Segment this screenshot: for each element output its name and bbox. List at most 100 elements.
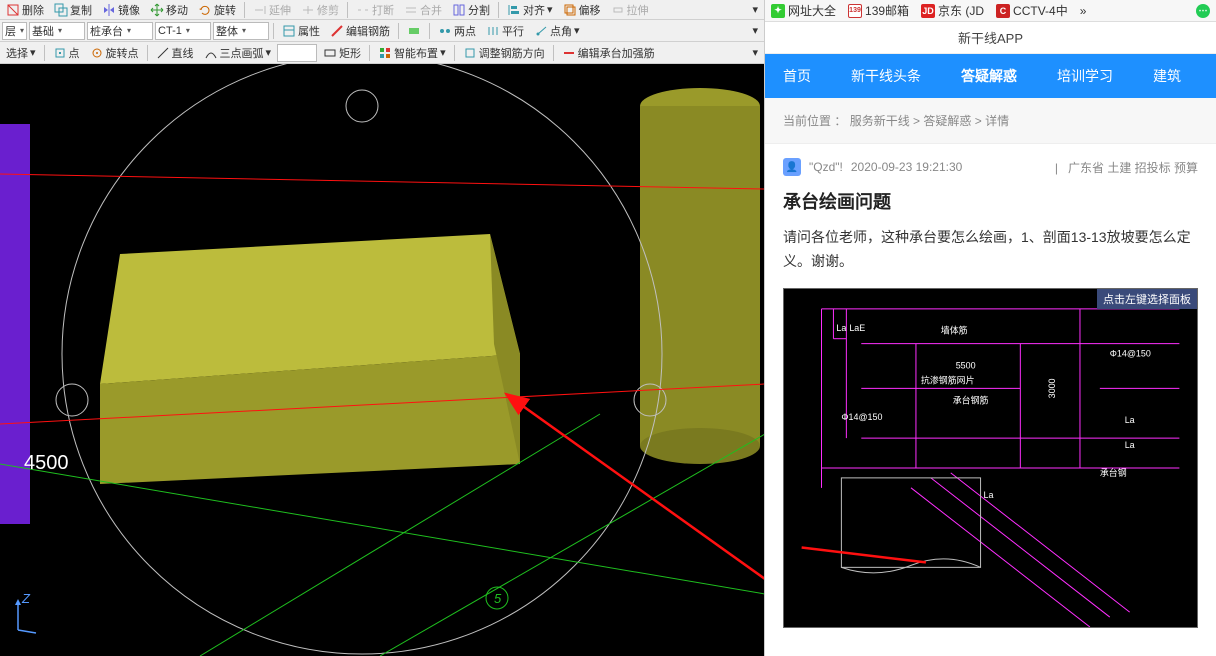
post-content: 👤 "Qzd"! 2020-09-23 19:21:30 | 广东省 土建 招投… <box>765 144 1216 642</box>
property-button[interactable]: 属性 <box>278 21 324 41</box>
point-angle-button[interactable]: 点角▾ <box>530 21 584 41</box>
whole-label: 整体 <box>216 23 238 39</box>
unknown-toggle-button[interactable] <box>403 22 425 40</box>
separator <box>454 45 455 61</box>
point-button[interactable]: 点 <box>49 43 84 63</box>
stretch-button[interactable]: 拉伸 <box>607 0 653 20</box>
draw-input[interactable] <box>277 44 317 62</box>
adjust-rebar-dir-button[interactable]: 调整钢筋方向 <box>459 43 549 63</box>
separator <box>369 45 370 61</box>
line-button[interactable]: 直线 <box>152 43 198 63</box>
bookmark-cctv[interactable]: CCCTV-4中 <box>996 2 1068 19</box>
ct1-label: CT-1 <box>158 25 182 37</box>
mirror-button[interactable]: 镜像 <box>98 0 144 20</box>
toggle-icon <box>407 24 421 38</box>
dropdown-arrow-icon: ▾ <box>266 46 272 59</box>
bookmark-mail-label: 139邮箱 <box>865 2 909 19</box>
two-point-button[interactable]: 两点 <box>434 21 480 41</box>
merge-icon <box>404 3 418 17</box>
smart-layout-button[interactable]: 智能布置▾ <box>374 43 450 63</box>
dim-3000: 3000 <box>1047 378 1057 398</box>
layer-dropdown[interactable]: 层▾ <box>2 22 27 40</box>
offset-button[interactable]: 偏移 <box>559 0 605 20</box>
viewport-3d[interactable]: 5 4500 Z <box>0 64 764 656</box>
phi-150b: Φ14@150 <box>1110 348 1151 358</box>
browser-pane: ✦网址大全 139139邮箱 JD京东 (JD CCCTV-4中 » ⋯ 新干线… <box>765 0 1216 656</box>
jd-icon: JD <box>921 4 935 18</box>
rect-label: 矩形 <box>339 45 361 61</box>
dropdown-arrow-icon: ▾ <box>58 26 62 35</box>
delete-label: 删除 <box>22 2 44 18</box>
post-time: 2020-09-23 19:21:30 <box>851 160 962 174</box>
property-icon <box>282 24 296 38</box>
breadcrumb-p3: 详情 <box>985 114 1009 128</box>
rotate-point-button[interactable]: 旋转点 <box>86 43 143 63</box>
delete-button[interactable]: 删除 <box>2 0 48 20</box>
copy-button[interactable]: 复制 <box>50 0 96 20</box>
breadcrumb-p2[interactable]: 答疑解惑 <box>923 114 971 128</box>
rotate-button[interactable]: 旋转 <box>194 0 240 20</box>
phi-150: Φ14@150 <box>841 412 882 422</box>
point-icon <box>53 46 67 60</box>
post-meta: 👤 "Qzd"! 2020-09-23 19:21:30 | 广东省 土建 招投… <box>783 158 1198 176</box>
property-label: 属性 <box>298 23 320 39</box>
handle-left <box>56 384 88 416</box>
extend-button[interactable]: 延伸 <box>249 0 295 20</box>
toolbar-overflow-button[interactable]: ▾ <box>748 22 762 39</box>
lae-1: LaE <box>849 322 865 332</box>
bookmark-navall-label: 网址大全 <box>788 2 836 19</box>
bookmark-jd[interactable]: JD京东 (JD <box>921 2 984 19</box>
chevron-down-icon: ▾ <box>752 24 758 37</box>
two-point-icon <box>438 24 452 38</box>
trim-label: 修剪 <box>317 2 339 18</box>
pilecap-dropdown[interactable]: 桩承台▾ <box>87 22 153 40</box>
bookmark-more[interactable]: » <box>1080 4 1087 18</box>
dropdown-arrow-icon: ▾ <box>186 26 190 35</box>
edit-cap-rebar-button[interactable]: 编辑承台加强筋 <box>558 43 659 63</box>
whole-dropdown[interactable]: 整体▾ <box>213 22 269 40</box>
break-label: 打断 <box>372 2 394 18</box>
edit-rebar-button[interactable]: 编辑钢筋 <box>326 21 394 41</box>
bookmark-139mail[interactable]: 139139邮箱 <box>848 2 909 19</box>
nav-training[interactable]: 培训学习 <box>1057 66 1113 86</box>
select-button[interactable]: 选择▾ <box>2 43 40 63</box>
rotate-point-label: 旋转点 <box>106 45 139 61</box>
wall-label: 墙体筋 <box>941 324 968 335</box>
separator <box>44 45 45 61</box>
cad-attachment[interactable]: 点击左键选择面板 <box>783 288 1198 628</box>
toolbar-overflow-button[interactable]: ▾ <box>748 1 762 18</box>
breadcrumb-p1[interactable]: 服务新干线 <box>850 114 910 128</box>
site-nav: 首页 新干线头条 答疑解惑 培训学习 建筑 <box>765 54 1216 98</box>
two-point-label: 两点 <box>454 23 476 39</box>
axis-z: Z <box>10 595 40 638</box>
nav-home[interactable]: 首页 <box>783 66 811 86</box>
bookmark-navall[interactable]: ✦网址大全 <box>771 2 836 19</box>
arc3-button[interactable]: 三点画弧▾ <box>200 43 276 63</box>
nav-headlines[interactable]: 新干线头条 <box>851 66 921 86</box>
separator <box>147 45 148 61</box>
stretch-icon <box>611 3 625 17</box>
cad-app-pane: 删除 复制 镜像 移动 旋转 延伸 修剪 打断 合并 分割 对齐▾ 偏移 拉伸 … <box>0 0 765 656</box>
edit-cap-rebar-label: 编辑承台加强筋 <box>578 45 655 61</box>
nav-icon: ✦ <box>771 4 785 18</box>
toolbar-selection: 层▾ 基础▾ 桩承台▾ CT-1▾ 整体▾ 属性 编辑钢筋 两点 平行 点角▾ … <box>0 20 764 42</box>
toolbar-overflow-button[interactable]: ▾ <box>748 44 762 61</box>
nav-build[interactable]: 建筑 <box>1153 66 1181 86</box>
ct1-dropdown[interactable]: CT-1 ▾ <box>155 22 211 40</box>
break-icon <box>356 3 370 17</box>
post-user[interactable]: "Qzd"! <box>809 160 843 174</box>
la-4: La <box>984 489 994 499</box>
break-button[interactable]: 打断 <box>352 0 398 20</box>
point-angle-icon <box>534 24 548 38</box>
rect-button[interactable]: 矩形 <box>319 43 365 63</box>
bookmark-ext[interactable]: ⋯ <box>1196 4 1210 18</box>
align-button[interactable]: 对齐▾ <box>503 0 557 20</box>
trim-button[interactable]: 修剪 <box>297 0 343 20</box>
merge-button[interactable]: 合并 <box>400 0 446 20</box>
pilecap-label: 桩承台 <box>90 23 123 39</box>
move-button[interactable]: 移动 <box>146 0 192 20</box>
parallel-button[interactable]: 平行 <box>482 21 528 41</box>
nav-qa[interactable]: 答疑解惑 <box>961 66 1017 86</box>
split-button[interactable]: 分割 <box>448 0 494 20</box>
foundation-dropdown[interactable]: 基础▾ <box>29 22 85 40</box>
